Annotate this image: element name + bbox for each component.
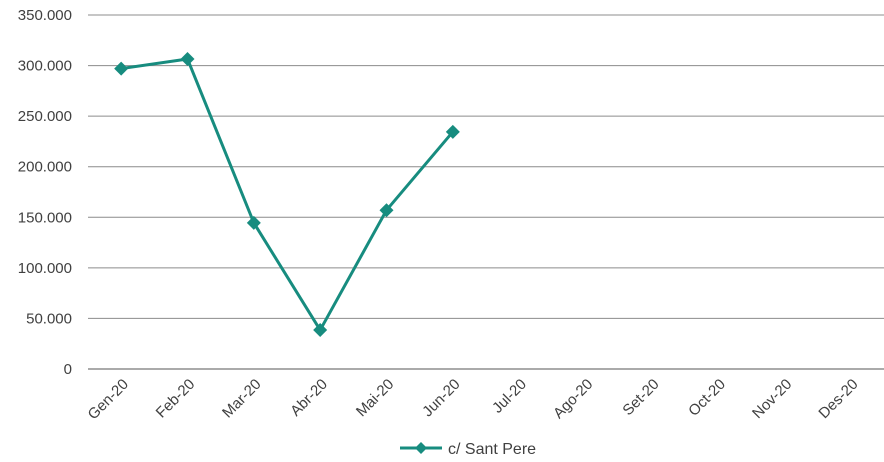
y-tick-label: 0 <box>64 361 72 378</box>
y-tick-label: 50.000 <box>26 310 72 327</box>
x-tick-label: Mai-20 <box>353 376 397 420</box>
y-tick-label: 100.000 <box>18 260 72 277</box>
x-tick-label: Abr-20 <box>287 376 331 420</box>
x-tick-label: Feb-20 <box>153 376 199 422</box>
legend-label: c/ Sant Pere <box>448 441 536 458</box>
x-tick-label: Ago-20 <box>550 376 596 422</box>
y-tick-label: 200.000 <box>18 159 72 176</box>
point-marker <box>246 215 261 230</box>
legend-marker <box>415 442 427 454</box>
y-tick-label: 350.000 <box>18 7 72 24</box>
x-tick-label: Jul-20 <box>489 376 530 417</box>
x-tick-label: Set-20 <box>619 376 662 419</box>
y-tick-label: 150.000 <box>18 209 72 226</box>
point-marker <box>180 51 195 66</box>
x-tick-label: Gen-20 <box>85 376 132 423</box>
series-line <box>120 57 454 332</box>
point-marker <box>445 124 460 139</box>
x-tick-label: Jun-20 <box>419 376 463 420</box>
point-marker <box>313 323 328 338</box>
y-tick-label: 300.000 <box>18 58 72 75</box>
point-marker <box>114 61 129 76</box>
x-tick-label: Oct-20 <box>685 376 729 420</box>
point-marker <box>379 203 394 218</box>
x-tick-label: Nov-20 <box>749 376 795 422</box>
y-tick-label: 250.000 <box>18 108 72 125</box>
x-tick-label: Mar-20 <box>219 376 265 422</box>
x-tick-label: Des-20 <box>815 376 861 422</box>
